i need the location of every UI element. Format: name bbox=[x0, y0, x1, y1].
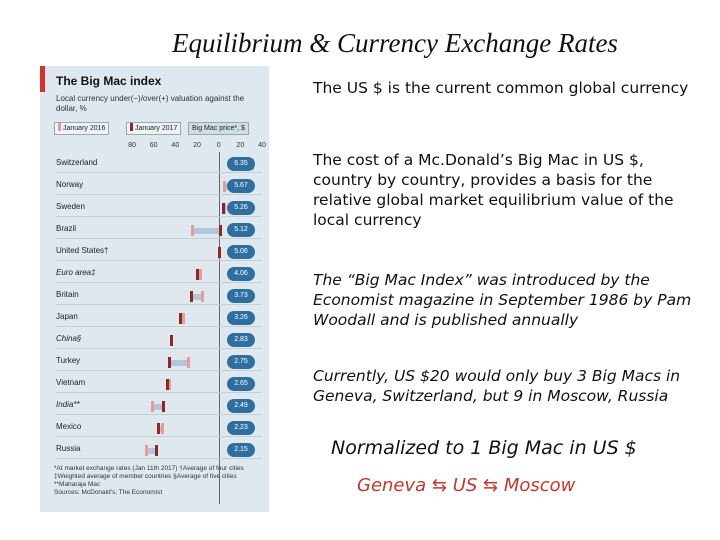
category-label: Norway bbox=[56, 180, 84, 189]
row-divider bbox=[56, 238, 262, 239]
marker-jan2016 bbox=[223, 181, 227, 192]
category-label: Britain bbox=[56, 290, 79, 299]
axis-tick-label: 40 bbox=[258, 142, 266, 149]
chart-subtitle: Local currency under(−)/over(+) valuatio… bbox=[56, 94, 245, 113]
price-badge: 2.23 bbox=[227, 421, 255, 435]
category-label: Euro area‡ bbox=[56, 268, 96, 277]
row-divider bbox=[56, 304, 262, 305]
price-badge: 5.12 bbox=[227, 223, 255, 237]
category-label: Japan bbox=[56, 312, 78, 321]
marker-jan2017 bbox=[154, 445, 158, 456]
paragraph-1: The US $ is the current common global cu… bbox=[313, 79, 689, 97]
price-badge: 5.67 bbox=[227, 179, 255, 193]
axis-tick-label: 20 bbox=[236, 142, 245, 149]
marker-jan2017 bbox=[196, 269, 199, 280]
marker-jan2016 bbox=[145, 445, 149, 456]
marker-jan2016 bbox=[181, 313, 185, 324]
price-badge: 5.06 bbox=[227, 245, 255, 259]
axis-tick-label: 60 bbox=[149, 142, 158, 149]
price-badge: 5.26 bbox=[227, 201, 255, 215]
marker-jan2016 bbox=[199, 269, 203, 280]
row-divider bbox=[56, 348, 262, 349]
marker-jan2017 bbox=[189, 291, 193, 302]
category-label: Brazil bbox=[56, 224, 77, 233]
marker-jan2016 bbox=[167, 379, 171, 390]
change-range bbox=[158, 426, 163, 432]
paragraph-3: The “Big Mac Index” was introduced by th… bbox=[313, 271, 692, 329]
category-label: China§ bbox=[56, 334, 82, 343]
legend-jan2016: January 2016 bbox=[54, 122, 110, 135]
legend-swatch-2016 bbox=[58, 123, 61, 131]
legend-swatch-2017 bbox=[130, 123, 133, 131]
row-divider bbox=[56, 172, 262, 173]
legend-label-2016: January 2016 bbox=[63, 125, 106, 132]
category-label: Switzerland bbox=[56, 158, 98, 167]
marker-jan2016 bbox=[187, 357, 191, 368]
axis-tick-label: 0 bbox=[216, 142, 221, 149]
price-badge: 2.75 bbox=[227, 355, 255, 369]
marker-jan2016 bbox=[150, 401, 154, 412]
change-range bbox=[151, 404, 164, 410]
legend-label-2017: January 2017 bbox=[135, 125, 178, 132]
price-badge: 4.06 bbox=[227, 267, 255, 281]
paragraph-2: The cost of a Mc.Donald’s Big Mac in US … bbox=[313, 151, 674, 229]
paragraph-4: Currently, US $20 would only buy 3 Big M… bbox=[313, 367, 681, 405]
marker-jan2016 bbox=[190, 225, 194, 236]
marker-jan2017 bbox=[170, 335, 173, 346]
category-label: United States† bbox=[56, 246, 109, 255]
category-label: Russia bbox=[56, 444, 81, 453]
row-divider bbox=[56, 326, 262, 327]
category-label: Mexico bbox=[56, 422, 82, 431]
category-label: India** bbox=[56, 400, 80, 409]
normalized-note: Normalized to 1 Big Mac in US $ bbox=[331, 437, 637, 459]
change-range bbox=[168, 360, 189, 366]
marker-jan2016 bbox=[161, 423, 165, 434]
marker-jan2017 bbox=[165, 379, 169, 390]
change-range bbox=[146, 448, 156, 454]
row-divider bbox=[56, 260, 262, 261]
row-divider bbox=[56, 392, 262, 393]
legend-jan2017: January 2017 bbox=[126, 122, 182, 135]
zero-line bbox=[218, 152, 220, 504]
axis-tick-label: 20 bbox=[193, 142, 201, 149]
axis-tick-label: 80 bbox=[128, 142, 136, 149]
chart-footnote: *At market exchange rates (Jan 11th 2017… bbox=[54, 465, 244, 496]
marker-jan2017 bbox=[178, 313, 182, 324]
marker-jan2017 bbox=[167, 357, 171, 368]
row-divider bbox=[56, 194, 262, 195]
marker-jan2017 bbox=[217, 247, 221, 258]
slide-title: Equilibrium & Currency Exchange Rates bbox=[172, 28, 618, 58]
marker-jan2017 bbox=[222, 203, 225, 214]
category-label: Vietnam bbox=[56, 378, 86, 387]
price-badge: 2.15 bbox=[227, 443, 255, 457]
big-mac-index-chart: The Big Mac index Local currency under(−… bbox=[40, 66, 269, 512]
price-badge: 2.83 bbox=[227, 333, 255, 347]
chart-title: The Big Mac index bbox=[56, 74, 162, 88]
price-badge: 6.35 bbox=[227, 157, 255, 171]
marker-jan2017 bbox=[162, 401, 166, 412]
price-badge: 2.65 bbox=[227, 377, 255, 391]
marker-jan2016 bbox=[201, 291, 205, 302]
row-divider bbox=[56, 414, 262, 415]
row-divider bbox=[56, 458, 262, 459]
category-label: Turkey bbox=[56, 356, 81, 365]
cities-comparison: Geneva ⇆ US ⇆ Moscow bbox=[357, 475, 576, 496]
change-range bbox=[190, 294, 203, 300]
category-label: Sweden bbox=[56, 202, 85, 211]
change-range bbox=[191, 228, 220, 234]
chart-accent-bar bbox=[40, 66, 45, 92]
legend-price: Big Mac price*, $ bbox=[188, 122, 249, 135]
price-badge: 3.26 bbox=[227, 311, 255, 325]
marker-jan2017 bbox=[157, 423, 160, 434]
row-divider bbox=[56, 436, 262, 437]
row-divider bbox=[56, 216, 262, 217]
marker-jan2017 bbox=[218, 225, 222, 236]
price-badge: 2.49 bbox=[227, 399, 255, 413]
axis-tick-label: 40 bbox=[171, 142, 180, 149]
price-badge: 3.73 bbox=[227, 289, 255, 303]
row-divider bbox=[56, 370, 262, 371]
row-divider bbox=[56, 282, 262, 283]
